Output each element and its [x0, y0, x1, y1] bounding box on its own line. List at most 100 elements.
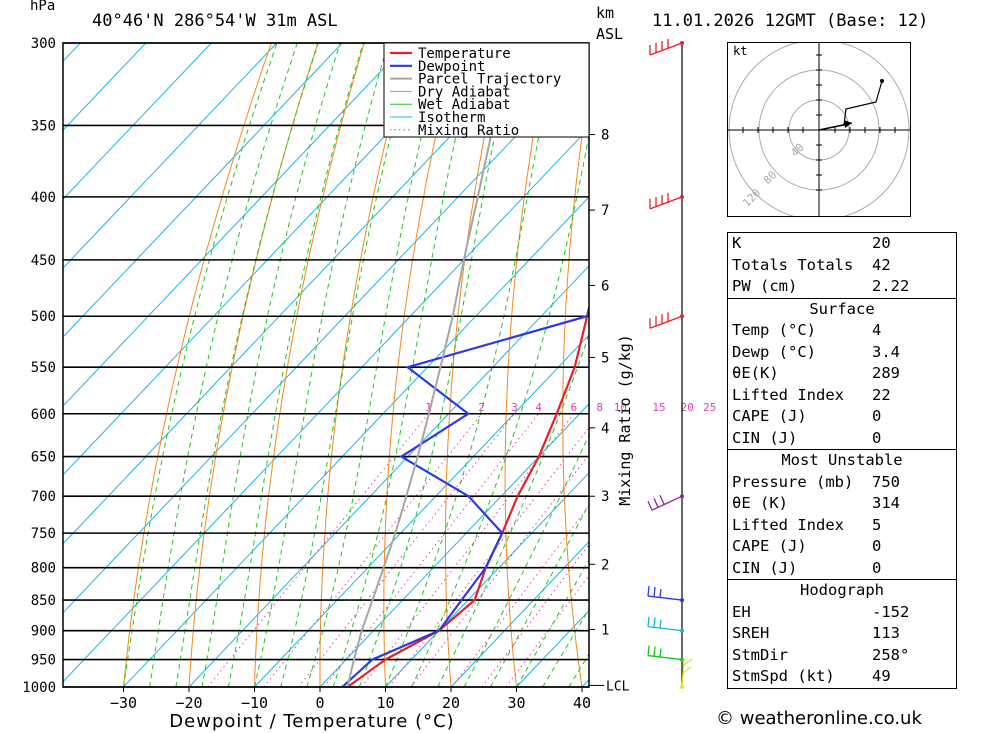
wind-barb [649, 312, 683, 329]
mixing-ratio-label: 6 [570, 401, 577, 414]
x-axis-label: Dewpoint / Temperature (°C) [169, 711, 454, 732]
wind-barbs [647, 39, 693, 689]
temperature-line [346, 304, 589, 688]
row-k: K 20 [732, 234, 891, 252]
isotherm [63, 43, 147, 131]
hodograph-section: Hodograph EH -152 SREH 113 StmDir 258° StmS… [728, 579, 956, 688]
sreh-value: 113 [872, 624, 900, 642]
height-tick-label: 1 [601, 622, 609, 638]
pressure-tick-label: 850 [31, 593, 56, 609]
location-title: 40°46'N 286°54'W 31m ASL [92, 11, 338, 31]
pressure-tick-label: 800 [31, 561, 56, 577]
lcl-label: LCL [606, 679, 630, 694]
mixing-ratio-line [451, 505, 589, 688]
height-tick-label: 8 [601, 128, 609, 144]
pressure-tick-label: 950 [31, 653, 56, 669]
height-tick-label: 6 [601, 278, 609, 294]
surface-theta-label: θE(K) [732, 364, 779, 382]
sreh-label: SREH [732, 624, 770, 642]
height-tick-label: 4 [601, 421, 609, 437]
hodo-stats-title: Hodograph [800, 581, 884, 599]
isotherm [63, 58, 589, 614]
stmdir-value: 258° [872, 645, 910, 664]
pressure-tick-label: 350 [31, 118, 56, 134]
dry-adiabat [562, 84, 589, 688]
legend-label: Temperature [418, 46, 511, 62]
footer-credit[interactable]: © weatheronline.co.uk [716, 708, 922, 729]
eh-label: EH [732, 602, 751, 621]
height-tick-label: 3 [601, 489, 609, 505]
mu-pressure-label: Pressure (mb) [732, 472, 854, 491]
height-tick-label: 5 [601, 350, 609, 366]
mu-li-label: Lifted Index [732, 515, 844, 534]
wet-adiabat [149, 43, 298, 688]
wind-barb [649, 192, 683, 210]
wet-adiabat [332, 43, 478, 688]
wind-barb [681, 658, 693, 688]
surface-dewp-label: Dewp (°C) [732, 342, 816, 361]
height-unit: km [596, 4, 615, 22]
legend-label: Parcel Trajectory [418, 72, 561, 88]
legend-label: Isotherm [418, 110, 485, 126]
surface-li-value: 22 [872, 385, 891, 404]
pressure-tick-label: 300 [31, 36, 56, 52]
surface-theta-value: 289 [872, 364, 900, 382]
isotherm [188, 265, 589, 688]
surface-title: Surface [809, 299, 875, 318]
hodo-ring-80: 80 [761, 168, 780, 187]
wet-adiabat [411, 132, 589, 688]
wet-adiabat [489, 502, 589, 688]
hodo-ring-120: 120 [740, 186, 763, 209]
mixing-ratio-label: 2 [478, 401, 485, 414]
pressure-tick-label: 500 [31, 309, 56, 325]
pressure-tick-label: 550 [31, 360, 56, 376]
hodograph-unit: kt [733, 44, 748, 58]
mixing-ratio-line [505, 574, 589, 688]
wet-adiabat [358, 43, 515, 688]
pressure-tick-label: 650 [31, 450, 56, 466]
mixing-ratio-line [207, 413, 429, 688]
x-tick-label: 20 [442, 694, 460, 712]
mixing-ratio-line [481, 543, 589, 688]
isotherm [63, 43, 409, 407]
dry-adiabat [968, 43, 1000, 687]
mu-cin-label: CIN (J) [732, 558, 798, 577]
mu-cape-value: 0 [872, 537, 882, 555]
pressure-tick-label: 900 [31, 624, 56, 640]
mu-li-value: 5 [872, 515, 882, 534]
isotherm [63, 43, 474, 476]
wet-adiabat [123, 43, 278, 688]
pressure-tick-label: 700 [31, 489, 56, 505]
x-tick-label: −10 [241, 694, 268, 712]
mixing-ratio-axis-label: Mixing Ratio (g/kg) [616, 334, 634, 506]
isotherm [63, 43, 540, 545]
stmspd-label: StmSpd (kt) [732, 667, 835, 685]
mixing-ratio-label: 10 [614, 401, 627, 414]
mixing-ratio-label: 1 [425, 401, 432, 414]
mu-cape-label: CAPE (J) [732, 537, 807, 555]
wind-barb [647, 616, 683, 632]
wind-barb [649, 39, 683, 56]
wet-adiabat [227, 43, 364, 688]
wind-barb [647, 494, 683, 511]
hodograph: kt 40 80 120 [727, 42, 911, 217]
legend-label: Wet Adiabat [418, 97, 511, 113]
stmspd-value: 49 [872, 667, 891, 685]
pressure-tick-label: 750 [31, 526, 56, 542]
isotherm [123, 196, 589, 688]
height-tick-label: 2 [601, 557, 609, 573]
mixing-ratio-label: 25 [703, 401, 716, 414]
parcel-trajectory-line [346, 43, 514, 688]
mu-pressure-value: 750 [872, 472, 900, 491]
row-totals: Totals Totals 42 [732, 255, 891, 274]
x-tick-label: 10 [376, 694, 394, 712]
legend-label: Dewpoint [418, 59, 485, 75]
dry-adiabat [319, 43, 412, 687]
isotherm [0, 43, 15, 687]
mixing-ratio-labels: 1 2 3 4 6 8 10 15 20 25 [425, 401, 716, 414]
x-tick-label: 30 [507, 694, 525, 712]
isotherm [63, 43, 212, 200]
isotherm [63, 127, 589, 683]
